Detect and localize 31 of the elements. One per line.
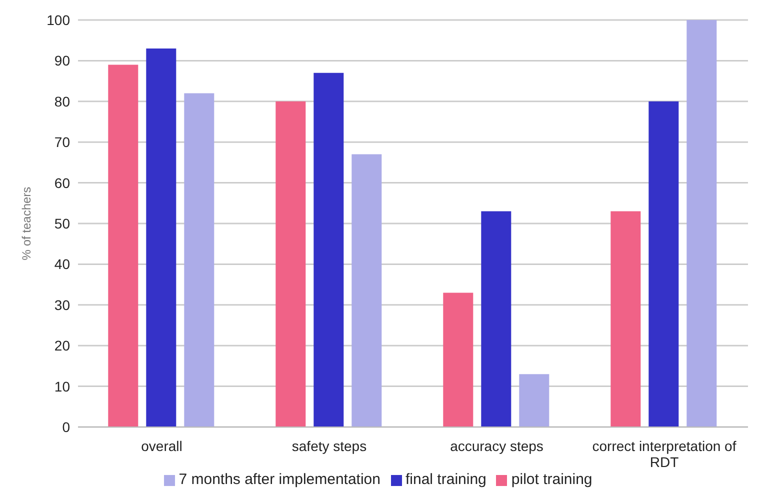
y-tick-label: 100 — [46, 12, 70, 28]
bar — [443, 292, 474, 427]
bar — [276, 101, 306, 427]
bar — [610, 211, 641, 427]
y-tick-label: 90 — [54, 52, 70, 69]
y-tick-label: 70 — [54, 134, 70, 150]
y-tick-label: 30 — [54, 296, 70, 313]
y-tick-label: 20 — [54, 338, 70, 354]
bar — [146, 48, 176, 427]
x-tick-label: overall — [141, 438, 182, 454]
bar — [352, 154, 382, 427]
y-tick-label: 40 — [54, 256, 70, 272]
bar — [184, 93, 214, 427]
y-tick-label: 50 — [54, 215, 70, 232]
bar — [648, 101, 679, 427]
legend-label: 7 months after implementation — [178, 471, 380, 488]
y-tick-label: 0 — [62, 418, 70, 435]
legend-label: final training — [406, 471, 486, 488]
bar — [314, 72, 344, 427]
y-tick-label: 80 — [54, 93, 70, 110]
y-tick-label: 60 — [54, 174, 70, 191]
x-tick-label: safety steps — [292, 438, 367, 454]
bar — [519, 374, 550, 427]
y-tick-label: 10 — [54, 378, 70, 394]
bar — [686, 20, 717, 427]
bar — [108, 64, 138, 427]
legend-label: pilot training — [511, 471, 592, 488]
bar — [481, 211, 512, 427]
x-tick-label: accuracy steps — [450, 438, 544, 454]
x-tick-label: correct interpretation of RDT — [592, 438, 736, 470]
y-axis-title: % of teachers — [19, 186, 34, 260]
